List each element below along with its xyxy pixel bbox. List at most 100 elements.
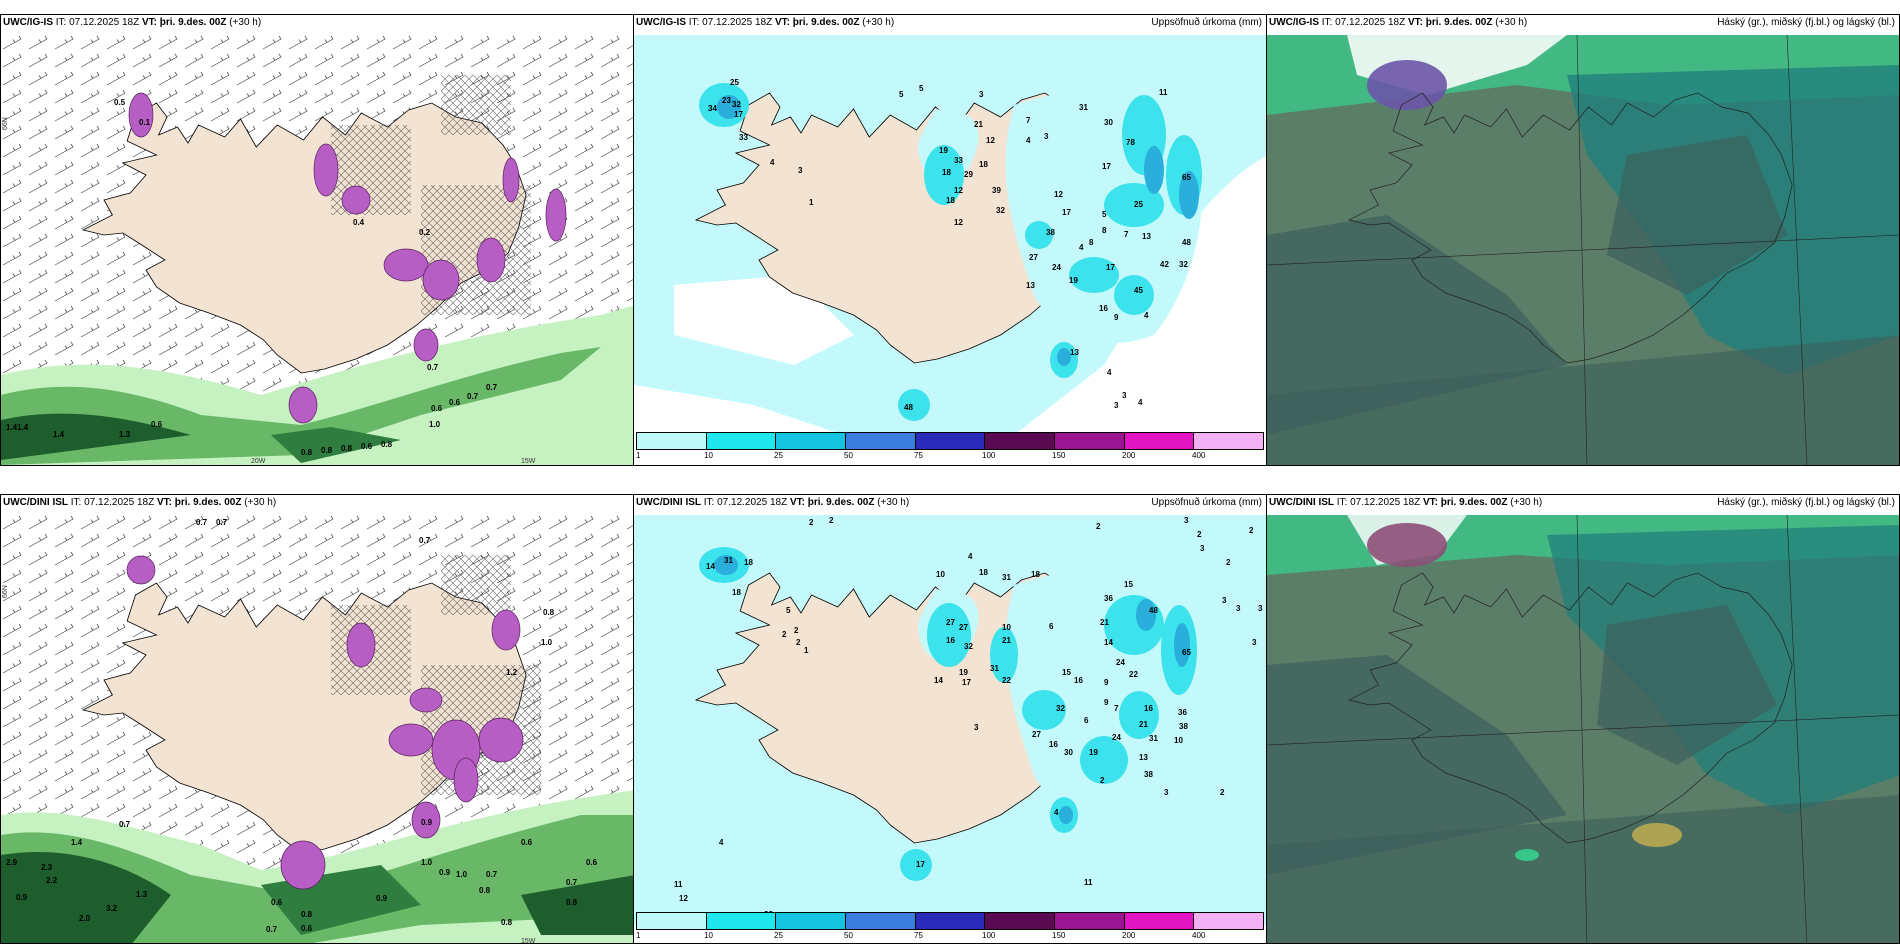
svg-text:3: 3 bbox=[1200, 544, 1205, 553]
precip-panel-top: UWC/IG-IS IT: 07.12.2025 18Z VT: þri. 9.… bbox=[633, 14, 1267, 466]
svg-text:0.6: 0.6 bbox=[449, 398, 461, 407]
svg-text:7: 7 bbox=[1114, 704, 1119, 713]
svg-text:2: 2 bbox=[796, 638, 801, 647]
svg-text:18: 18 bbox=[744, 558, 753, 567]
svg-text:0.7: 0.7 bbox=[266, 925, 278, 934]
svg-text:3: 3 bbox=[1222, 596, 1227, 605]
svg-text:18: 18 bbox=[979, 160, 988, 169]
svg-text:0.4: 0.4 bbox=[353, 218, 365, 227]
svg-text:0.7: 0.7 bbox=[119, 820, 131, 829]
svg-text:10: 10 bbox=[936, 570, 945, 579]
svg-text:2: 2 bbox=[1100, 776, 1105, 785]
svg-text:13: 13 bbox=[1070, 348, 1079, 357]
svg-text:2: 2 bbox=[829, 516, 834, 525]
cloud-map bbox=[1267, 515, 1899, 943]
wind-panel-top: UWC/IG-IS IT: 07.12.2025 18Z VT: þri. 9.… bbox=[0, 14, 634, 466]
svg-text:12: 12 bbox=[954, 218, 963, 227]
svg-text:0.9: 0.9 bbox=[16, 893, 28, 902]
svg-text:22: 22 bbox=[1129, 670, 1138, 679]
svg-text:5: 5 bbox=[786, 606, 791, 615]
svg-text:13: 13 bbox=[1139, 753, 1148, 762]
cloud-panel-bottom: UWC/DINI ISL IT: 07.12.2025 18Z VT: þri.… bbox=[1266, 494, 1900, 944]
svg-text:0.7: 0.7 bbox=[427, 363, 439, 372]
svg-text:0.8: 0.8 bbox=[301, 910, 313, 919]
wind-map: 0.50.10.4 0.20.70.6 1.41.41.4 1.3 0.60.60… bbox=[1, 35, 633, 465]
svg-text:32: 32 bbox=[1179, 260, 1188, 269]
svg-text:2.2: 2.2 bbox=[46, 876, 58, 885]
svg-text:6: 6 bbox=[1049, 622, 1054, 631]
svg-text:0.6: 0.6 bbox=[301, 924, 313, 933]
svg-text:3: 3 bbox=[1164, 788, 1169, 797]
svg-text:2.3: 2.3 bbox=[41, 863, 53, 872]
svg-text:48: 48 bbox=[1149, 606, 1158, 615]
precip-title: Uppsöfnuð úrkoma (mm) bbox=[1151, 497, 1262, 508]
cloud-map bbox=[1267, 35, 1899, 465]
svg-text:0.9: 0.9 bbox=[376, 894, 388, 903]
svg-text:7: 7 bbox=[1124, 230, 1129, 239]
svg-text:3: 3 bbox=[1258, 604, 1263, 613]
svg-text:19: 19 bbox=[939, 146, 948, 155]
svg-text:16: 16 bbox=[1099, 304, 1108, 313]
svg-text:65: 65 bbox=[1182, 173, 1191, 182]
svg-text:18: 18 bbox=[946, 196, 955, 205]
svg-text:22: 22 bbox=[1002, 676, 1011, 685]
svg-text:0.5: 0.5 bbox=[114, 98, 126, 107]
svg-text:0.6: 0.6 bbox=[431, 404, 443, 413]
svg-text:0.7: 0.7 bbox=[467, 392, 479, 401]
svg-text:13: 13 bbox=[1026, 281, 1035, 290]
svg-text:18: 18 bbox=[732, 588, 741, 597]
svg-text:0.7: 0.7 bbox=[486, 870, 498, 879]
svg-text:0.8: 0.8 bbox=[566, 898, 578, 907]
svg-text:7: 7 bbox=[1026, 116, 1031, 125]
svg-text:14: 14 bbox=[1104, 638, 1113, 647]
svg-text:4: 4 bbox=[719, 838, 724, 847]
svg-text:1.4: 1.4 bbox=[71, 838, 83, 847]
svg-text:1: 1 bbox=[809, 198, 814, 207]
panel-title: UWC/IG-IS IT: 07.12.2025 18Z VT: þri. 9.… bbox=[1269, 17, 1528, 28]
svg-text:0.2: 0.2 bbox=[419, 228, 431, 237]
svg-text:9: 9 bbox=[1114, 313, 1119, 322]
svg-text:2: 2 bbox=[782, 630, 787, 639]
svg-text:29: 29 bbox=[964, 170, 973, 179]
svg-text:4: 4 bbox=[968, 552, 973, 561]
svg-text:8: 8 bbox=[1089, 238, 1094, 247]
svg-text:38: 38 bbox=[1179, 722, 1188, 731]
svg-text:19: 19 bbox=[1069, 276, 1078, 285]
svg-text:27: 27 bbox=[946, 618, 955, 627]
svg-text:1.2: 1.2 bbox=[506, 668, 518, 677]
svg-text:18: 18 bbox=[1031, 570, 1040, 579]
svg-text:0.9: 0.9 bbox=[439, 868, 451, 877]
panel-title: UWC/DINI ISL IT: 07.12.2025 18Z VT: þri.… bbox=[636, 497, 910, 508]
svg-text:13: 13 bbox=[1142, 232, 1151, 241]
svg-text:11: 11 bbox=[1084, 878, 1093, 887]
cloud-panel-top: UWC/IG-IS IT: 07.12.2025 18Z VT: þri. 9.… bbox=[1266, 14, 1900, 466]
svg-text:27: 27 bbox=[1029, 253, 1038, 262]
svg-text:0.8: 0.8 bbox=[341, 444, 353, 453]
svg-text:1.0: 1.0 bbox=[429, 420, 441, 429]
svg-text:14: 14 bbox=[706, 562, 715, 571]
svg-text:45: 45 bbox=[1134, 286, 1143, 295]
svg-text:25: 25 bbox=[1134, 200, 1143, 209]
svg-text:1.3: 1.3 bbox=[136, 890, 148, 899]
svg-text:42: 42 bbox=[1160, 260, 1169, 269]
svg-text:3: 3 bbox=[1252, 638, 1257, 647]
svg-text:3: 3 bbox=[1184, 516, 1189, 525]
svg-text:4: 4 bbox=[1026, 136, 1031, 145]
svg-text:1.0: 1.0 bbox=[421, 858, 433, 867]
svg-text:27: 27 bbox=[959, 623, 968, 632]
svg-text:3: 3 bbox=[979, 90, 984, 99]
svg-text:16: 16 bbox=[946, 636, 955, 645]
panel-title: UWC/DINI ISL IT: 07.12.2025 18Z VT: þri.… bbox=[1269, 497, 1543, 508]
svg-text:4: 4 bbox=[1054, 808, 1059, 817]
svg-text:3: 3 bbox=[1122, 391, 1127, 400]
panel-title: UWC/DINI ISL IT: 07.12.2025 18Z VT: þri.… bbox=[3, 497, 277, 508]
svg-text:23: 23 bbox=[722, 96, 731, 105]
svg-text:3: 3 bbox=[798, 166, 803, 175]
svg-text:32: 32 bbox=[1056, 704, 1065, 713]
svg-text:31: 31 bbox=[1002, 573, 1011, 582]
svg-text:24: 24 bbox=[1116, 658, 1125, 667]
svg-text:4: 4 bbox=[1107, 368, 1112, 377]
svg-text:17: 17 bbox=[916, 860, 925, 869]
svg-text:12: 12 bbox=[679, 894, 688, 903]
svg-text:36: 36 bbox=[1178, 708, 1187, 717]
